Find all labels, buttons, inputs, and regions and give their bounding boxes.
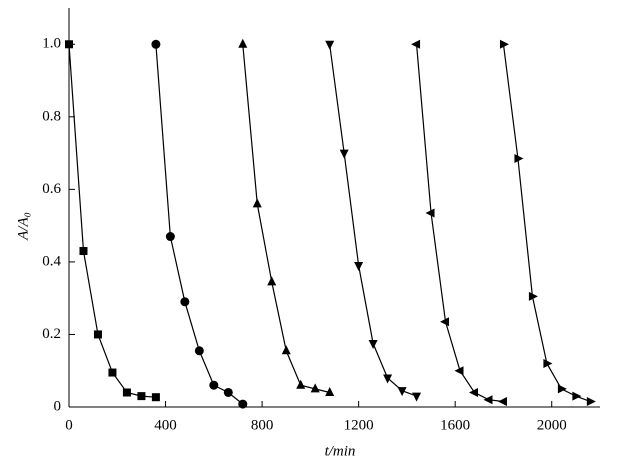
marker: [354, 262, 364, 272]
marker: [194, 346, 204, 356]
y-tick-label: 0: [54, 398, 62, 414]
marker: [412, 392, 422, 402]
marker: [497, 397, 507, 407]
marker: [586, 397, 596, 407]
y-tick-label: 0.4: [42, 253, 61, 269]
marker: [93, 330, 102, 339]
y-tick-label: 1.0: [42, 36, 61, 52]
marker: [151, 393, 160, 402]
marker: [238, 399, 248, 409]
marker: [383, 374, 393, 384]
x-tick-label: 0: [65, 417, 73, 433]
marker: [151, 39, 161, 49]
marker: [267, 276, 277, 286]
x-tick-label: 400: [154, 417, 177, 433]
marker: [440, 317, 450, 327]
marker: [543, 358, 553, 368]
marker: [79, 247, 88, 256]
y-axis-label: A/A₀: [15, 212, 31, 241]
marker: [223, 387, 233, 397]
marker: [165, 232, 175, 242]
marker: [137, 392, 146, 401]
marker: [325, 40, 335, 50]
series-line: [415, 44, 504, 403]
marker: [514, 154, 524, 164]
marker: [65, 40, 73, 49]
marker: [411, 39, 421, 49]
marker: [122, 388, 131, 397]
y-tick-label: 0.6: [42, 181, 61, 197]
series-line: [242, 44, 330, 394]
marker: [499, 39, 509, 49]
marker: [528, 291, 538, 301]
marker: [209, 380, 219, 390]
marker: [310, 383, 320, 393]
marker: [425, 208, 435, 218]
marker: [468, 387, 478, 397]
marker: [339, 149, 349, 159]
x-tick-label: 1600: [440, 417, 470, 433]
marker: [325, 386, 335, 396]
marker: [397, 387, 407, 397]
x-tick-label: 1200: [344, 417, 374, 433]
marker: [296, 379, 306, 389]
marker: [108, 368, 117, 377]
series-line: [68, 44, 156, 398]
marker: [252, 198, 262, 208]
marker: [281, 345, 291, 355]
y-tick-label: 0.2: [42, 326, 61, 342]
series-line: [502, 44, 591, 403]
marker: [368, 340, 378, 350]
marker: [180, 297, 190, 307]
marker: [238, 38, 248, 48]
marker: [454, 366, 464, 376]
x-tick-label: 2000: [537, 417, 567, 433]
x-tick-label: 800: [251, 417, 274, 433]
marker: [572, 391, 582, 401]
y-tick-label: 0.8: [42, 108, 61, 124]
marker: [557, 384, 567, 394]
x-axis-label: t/min: [325, 443, 356, 459]
marker: [483, 395, 493, 405]
